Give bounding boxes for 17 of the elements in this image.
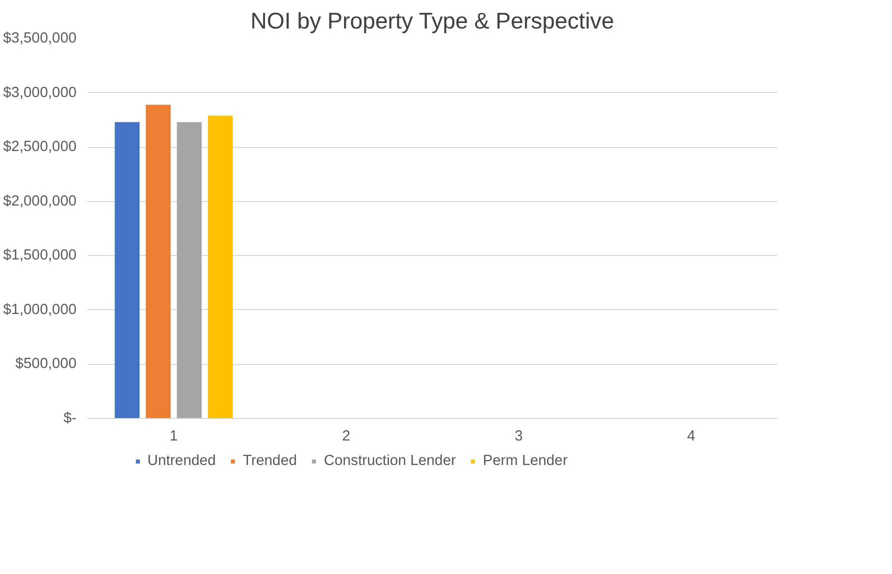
x-tick-label: 4: [687, 428, 696, 444]
legend-label: Construction Lender: [324, 453, 456, 469]
y-tick-label: $500,000: [15, 356, 77, 372]
chart-title: NOI by Property Type & Perspective: [250, 8, 614, 34]
x-tick-label: 2: [342, 428, 350, 444]
y-tick-label: $2,500,000: [3, 139, 77, 156]
y-tick-label: $3,500,000: [3, 30, 77, 46]
legend-label: Trended: [242, 453, 297, 469]
y-tick-label: $2,000,000: [3, 193, 77, 210]
legend-label: Perm Lender: [482, 453, 568, 469]
y-tick-label: $3,000,000: [3, 84, 77, 101]
x-tick-label: 3: [514, 428, 523, 444]
y-tick-label: $1,500,000: [3, 248, 77, 264]
y-tick-label: $-: [63, 410, 77, 426]
legend-label: Untrended: [147, 453, 216, 469]
y-tick-label: $1,000,000: [3, 302, 77, 318]
x-tick-label: 1: [170, 428, 178, 444]
